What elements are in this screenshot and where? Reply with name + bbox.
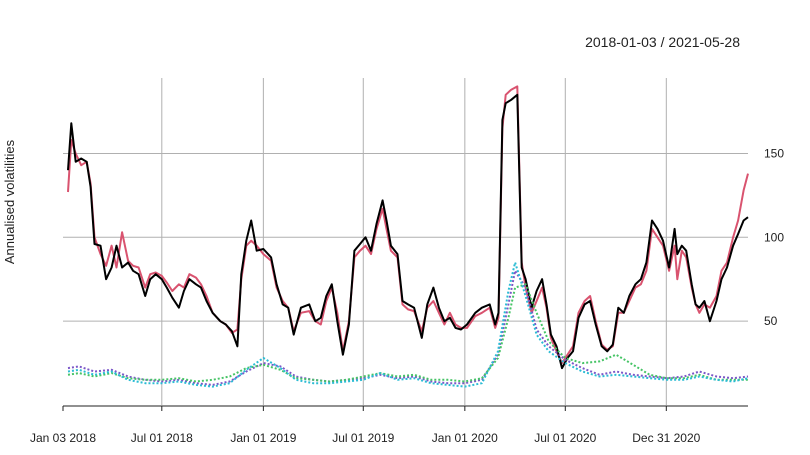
series-layer [67,85,749,388]
y-axis-title: Annualised volatilities [2,139,17,264]
x-tick-label: Dec 31 2020 [632,431,700,445]
y-tick-label: 100 [764,230,784,244]
series-line-4 [67,283,748,383]
grid-lines [63,78,748,405]
x-tick-label: Jul 01 2019 [332,431,394,445]
x-axis-ticks: Jan 03 2018 Jul 01 2018 Jan 01 2019 Jul 01 … [30,406,701,445]
x-tick-label: Jul 01 2020 [534,431,596,445]
x-tick-label: Jan 03 2018 [30,431,96,445]
date-range-label: 2018-01-03 / 2021-05-28 [585,34,740,50]
x-tick-label: Jan 01 2020 [432,431,498,445]
x-tick-label: Jul 01 2018 [131,431,193,445]
y-tick-label: 50 [764,314,778,328]
y-axis-ticks: 50 100 150 [764,146,784,328]
series-line-2 [67,93,749,370]
x-tick-label: Jan 01 2019 [230,431,296,445]
series-line-5 [67,261,749,388]
series-line-3 [67,269,749,386]
y-tick-label: 150 [764,146,784,160]
